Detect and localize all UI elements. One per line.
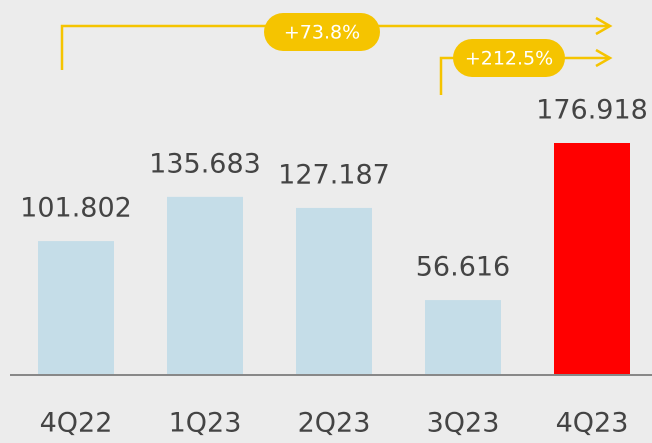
arrow-head xyxy=(595,48,613,68)
annotation: +73.8% xyxy=(284,22,360,44)
annotation-pill xyxy=(264,13,380,51)
value-label: 176.918 xyxy=(536,95,648,126)
bar xyxy=(38,241,114,374)
annotation: +212.5% xyxy=(465,48,553,70)
annotation-pill xyxy=(453,39,565,77)
bar xyxy=(554,143,630,374)
bar xyxy=(296,207,372,374)
value-label: 101.802 xyxy=(20,193,132,224)
x-tick-label: 4Q22 xyxy=(40,408,113,439)
value-label: 56.616 xyxy=(416,252,510,283)
value-label: 135.683 xyxy=(149,148,261,179)
arrow-head xyxy=(595,16,613,36)
arrow xyxy=(60,24,610,70)
x-tick-label: 2Q23 xyxy=(298,408,371,439)
bar xyxy=(425,300,501,374)
x-tick-label: 1Q23 xyxy=(169,408,242,439)
value-label: 127.187 xyxy=(278,159,390,190)
x-tick-label: 4Q23 xyxy=(556,408,629,439)
bar xyxy=(167,196,243,374)
x-tick-label: 3Q23 xyxy=(427,408,500,439)
